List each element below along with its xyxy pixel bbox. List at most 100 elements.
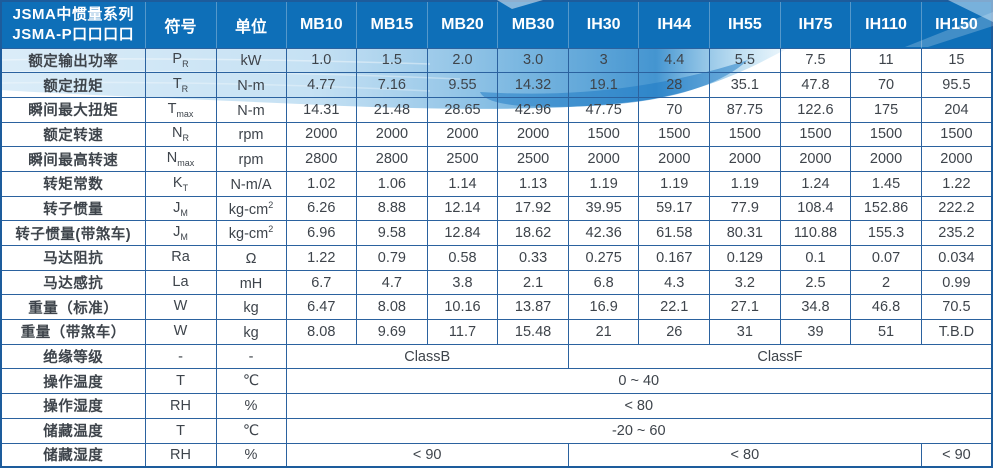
value-cell: 1.19 (709, 170, 781, 197)
value-cell: 1.19 (638, 170, 711, 197)
row-label: 重量（带煞车） (0, 319, 146, 345)
value-cell: 1.5 (356, 47, 428, 74)
value-cell: 6.7 (285, 269, 358, 296)
value-cell: 8.08 (285, 319, 358, 345)
value-cell: 21 (567, 319, 640, 345)
value-cell: T.B.D (920, 319, 993, 345)
value-cell: 47.8 (779, 72, 852, 98)
value-cell: 2000 (356, 121, 428, 148)
row-label: 操作湿度 (0, 393, 146, 419)
value-cell: 1500 (850, 121, 922, 148)
value-cell: 155.3 (850, 220, 922, 246)
value-cell: 1.22 (920, 170, 993, 197)
value-cell: 13.87 (497, 294, 569, 321)
table-row: 转子惯量(带煞车) JM kg-cm2 6.96 9.58 12.84 18.6… (0, 220, 993, 246)
value-cell: 21.48 (356, 96, 428, 123)
value-cell: 1500 (779, 121, 852, 148)
value-cell: 14.31 (285, 96, 358, 123)
model-column-header: IH44 (638, 1, 711, 49)
value-cell: 28.65 (426, 96, 499, 123)
merged-value-cell: ClassB (285, 343, 569, 370)
value-cell: 110.88 (779, 220, 852, 246)
table-row: 转矩常数 KT N-m/A 1.02 1.06 1.14 1.13 1.19 1… (0, 170, 993, 197)
row-label: 操作温度 (0, 368, 146, 395)
row-unit: N-m (215, 72, 287, 98)
row-symbol: T (144, 368, 217, 395)
row-unit: % (215, 442, 287, 468)
unit-column-header: 单位 (215, 1, 287, 49)
value-cell: 35.1 (709, 72, 781, 98)
row-unit: % (215, 393, 287, 419)
value-cell: 2000 (497, 121, 569, 148)
model-column-header: IH55 (709, 1, 781, 49)
value-cell: 22.1 (638, 294, 711, 321)
merged-value-cell: < 90 (285, 442, 569, 468)
value-cell: 70 (850, 72, 922, 98)
row-label: 重量（标准） (0, 294, 146, 321)
table-row: 重量（带煞车） W kg 8.08 9.69 11.7 15.48 21 26 … (0, 319, 993, 345)
value-cell: 15.48 (497, 319, 569, 345)
value-cell: 7.5 (779, 47, 852, 74)
value-cell: 204 (920, 96, 993, 123)
table-body: 额定输出功率 PR kW 1.0 1.5 2.0 3.0 3 4.4 5.5 7… (0, 47, 993, 468)
value-cell: 235.2 (920, 220, 993, 246)
model-column-header: MB30 (497, 1, 569, 49)
value-cell: 222.2 (920, 195, 993, 222)
value-cell: 1500 (920, 121, 993, 148)
model-column-header: MB15 (356, 1, 428, 49)
row-unit: kW (215, 47, 287, 74)
table-row: 绝缘等级 - - ClassB ClassF (0, 343, 993, 370)
table-row: 马达感抗 La mH 6.7 4.7 3.8 2.1 6.8 4.3 3.2 2… (0, 269, 993, 296)
value-cell: 1.0 (285, 47, 358, 74)
value-cell: 1.06 (356, 170, 428, 197)
value-cell: 34.8 (779, 294, 852, 321)
merged-value-cell: < 90 (920, 442, 993, 468)
value-cell: 16.9 (567, 294, 640, 321)
value-cell: 0.129 (709, 245, 781, 271)
value-cell: 4.4 (638, 47, 711, 74)
value-cell: 5.5 (709, 47, 781, 74)
value-cell: 6.26 (285, 195, 358, 222)
value-cell: 152.86 (850, 195, 922, 222)
value-cell: 0.99 (920, 269, 993, 296)
row-label: 瞬间最高转速 (0, 146, 146, 172)
value-cell: 19.1 (567, 72, 640, 98)
value-cell: 6.47 (285, 294, 358, 321)
value-cell: 2000 (920, 146, 993, 172)
value-cell: 14.32 (497, 72, 569, 98)
value-cell: 2000 (567, 146, 640, 172)
series-title-cell: JSMA中惯量系列 JSMA-P口口口口 (0, 1, 146, 49)
row-unit: ℃ (215, 417, 287, 444)
merged-value-cell: ClassF (567, 343, 993, 370)
table-row: 马达阻抗 Ra Ω 1.22 0.79 0.58 0.33 0.275 0.16… (0, 245, 993, 271)
value-cell: 61.58 (638, 220, 711, 246)
row-unit: kg-cm2 (215, 220, 287, 246)
value-cell: 11.7 (426, 319, 499, 345)
row-label: 马达感抗 (0, 269, 146, 296)
value-cell: 7.16 (356, 72, 428, 98)
row-label: 转子惯量(带煞车) (0, 220, 146, 246)
merged-value-cell: < 80 (567, 442, 922, 468)
row-unit: ℃ (215, 368, 287, 395)
value-cell: 0.58 (426, 245, 499, 271)
value-cell: 0.79 (356, 245, 428, 271)
row-label: 绝缘等级 (0, 343, 146, 370)
row-symbol: RH (144, 393, 217, 419)
value-cell: 2000 (779, 146, 852, 172)
value-cell: 70 (638, 96, 711, 123)
row-unit: rpm (215, 146, 287, 172)
value-cell: 18.62 (497, 220, 569, 246)
table-row: 储藏温度 T ℃ -20 ~ 60 (0, 417, 993, 444)
row-symbol: KT (144, 170, 217, 197)
row-label: 额定输出功率 (0, 47, 146, 74)
table-row: 额定转速 NR rpm 2000 2000 2000 2000 1500 150… (0, 121, 993, 148)
value-cell: 1.14 (426, 170, 499, 197)
value-cell: 70.5 (920, 294, 993, 321)
row-symbol: Nmax (144, 146, 217, 172)
table-row: 操作湿度 RH % < 80 (0, 393, 993, 419)
value-cell: 2000 (285, 121, 358, 148)
value-cell: 1500 (567, 121, 640, 148)
value-cell: 2 (850, 269, 922, 296)
merged-value-cell: < 80 (285, 393, 993, 419)
